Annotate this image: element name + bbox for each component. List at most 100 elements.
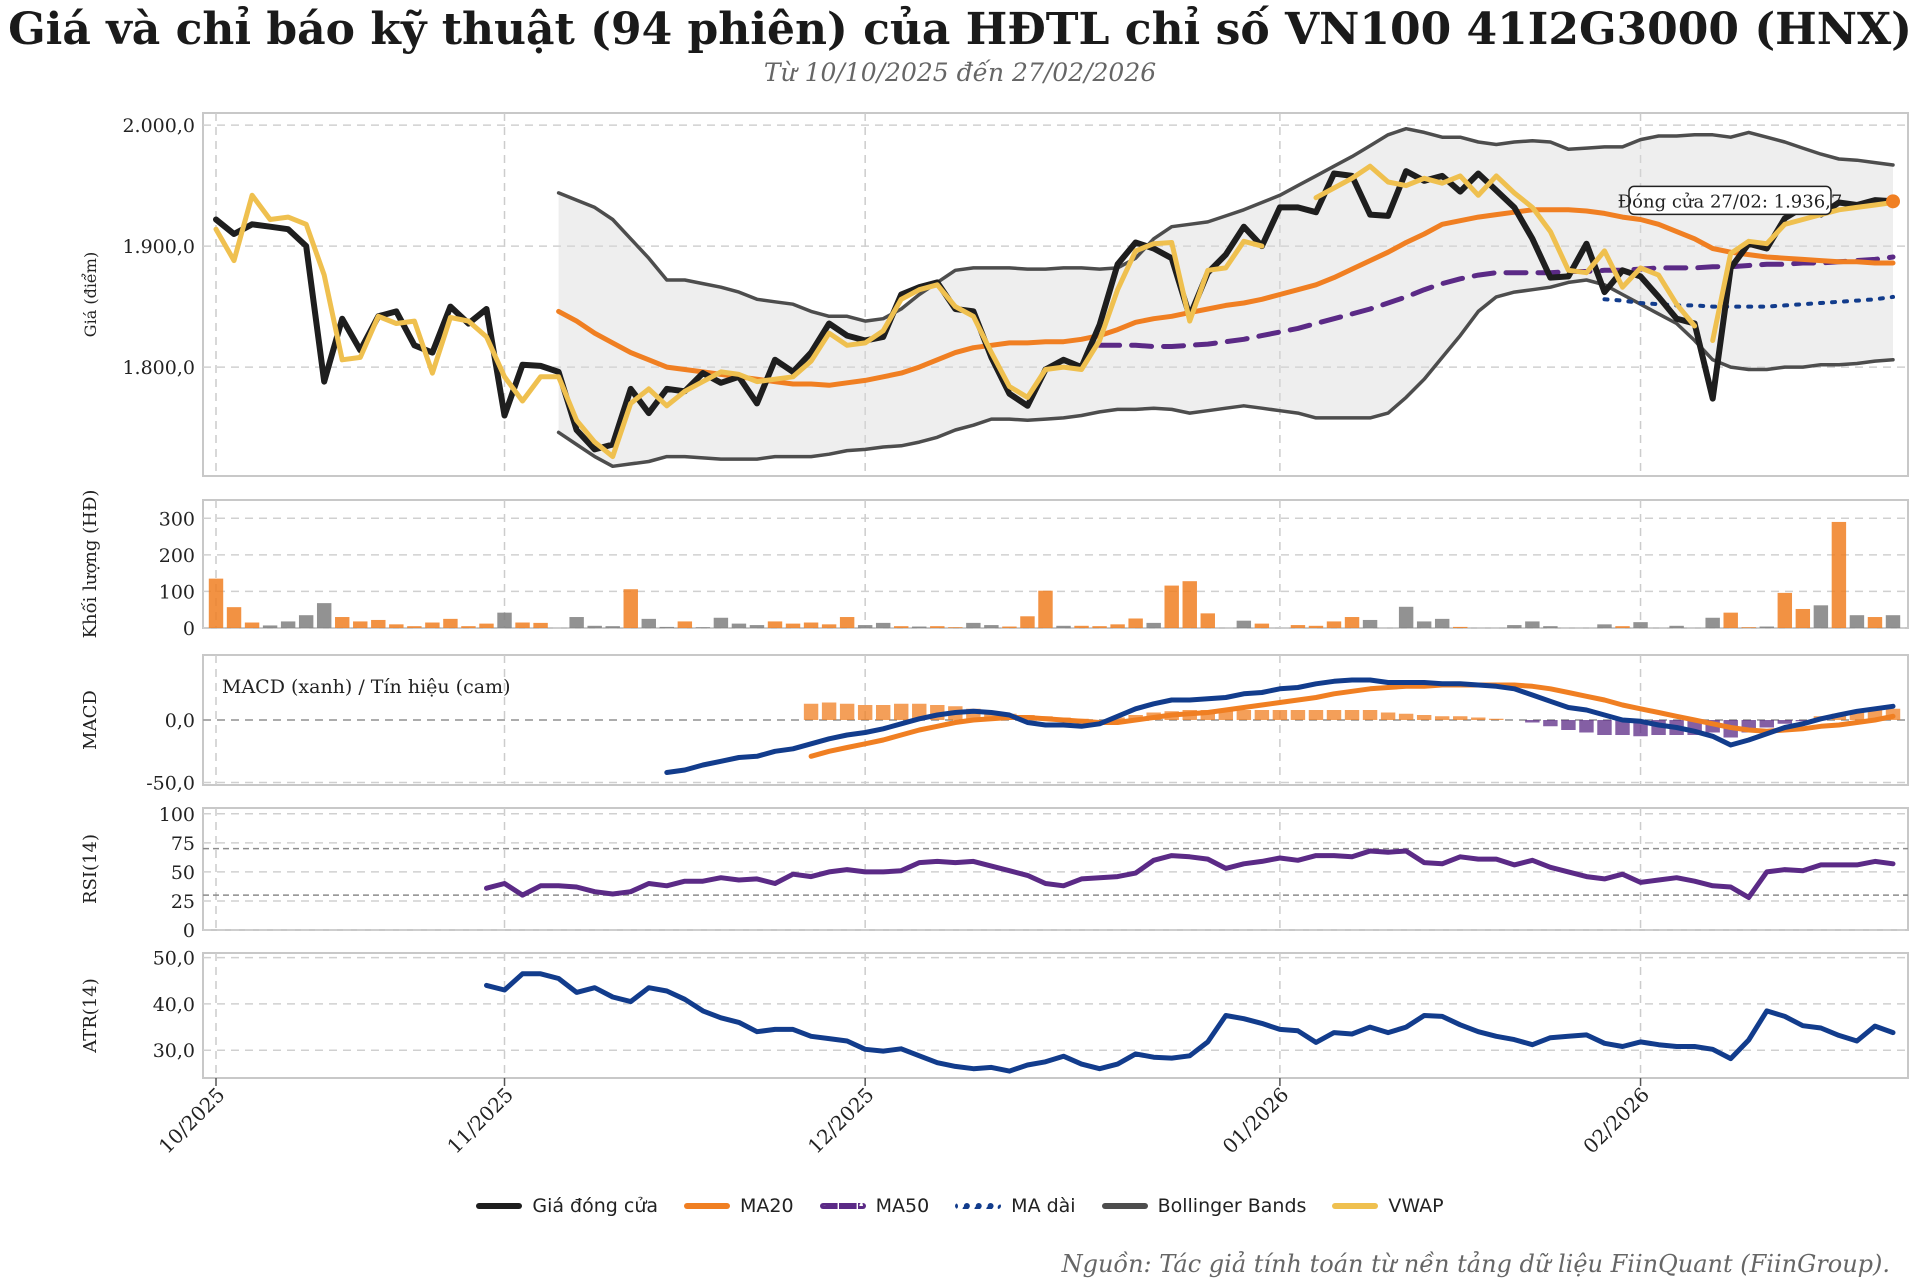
volume-bar bbox=[1200, 613, 1215, 628]
volume-bar bbox=[208, 578, 224, 628]
volume-bar bbox=[695, 627, 711, 628]
volume-bar bbox=[948, 627, 963, 628]
macd-histogram-bar bbox=[1272, 710, 1288, 720]
volume-bar bbox=[1236, 620, 1252, 628]
price-panel: 1.800,0 1.900,0 2.000,0 Giá (điểm) Đóng cửa … bbox=[81, 112, 1909, 477]
macd-histogram-bar bbox=[803, 703, 819, 720]
volume-bar bbox=[875, 622, 891, 628]
volume-bar bbox=[1813, 605, 1829, 628]
bollinger-upper-line bbox=[556, 126, 1895, 323]
volume-bar bbox=[1002, 626, 1017, 628]
macd-histogram-bar bbox=[1362, 710, 1378, 720]
legend-swatch bbox=[476, 1203, 523, 1209]
ma20-line bbox=[556, 207, 1896, 388]
volume-bar bbox=[1056, 625, 1071, 628]
volume-bar bbox=[1615, 626, 1630, 628]
volume-bar bbox=[857, 625, 873, 628]
legend: Giá đóng cửa MA20 MA50 MA dài Bollinger Band… bbox=[0, 1195, 1920, 1217]
macd-histogram-bar bbox=[1218, 710, 1234, 720]
macd-y-tick-label: 0,0 bbox=[165, 710, 195, 732]
legend-label: VWAP bbox=[1388, 1195, 1444, 1217]
volume-bar bbox=[1525, 621, 1540, 628]
macd-histogram-bar bbox=[857, 705, 873, 720]
annotation-text: Đóng cửa 27/02: 1.936,7 bbox=[1618, 191, 1843, 212]
macd-histogram-bar bbox=[1236, 710, 1252, 720]
volume-bar bbox=[533, 622, 548, 628]
volume-bar bbox=[912, 626, 927, 628]
volume-bar bbox=[1128, 618, 1143, 628]
legend-item: Bollinger Bands bbox=[1101, 1195, 1306, 1217]
macd-y-tick-label: -50,0 bbox=[146, 773, 195, 795]
vwap-line bbox=[213, 192, 1265, 460]
volume-bar bbox=[749, 625, 765, 628]
volume-bar bbox=[1344, 617, 1360, 628]
macd-histogram-bar bbox=[839, 703, 855, 720]
ma50-line bbox=[1097, 254, 1896, 349]
volume-bar bbox=[515, 622, 530, 628]
rsi-y-tick-label: 75 bbox=[171, 833, 195, 855]
volume-bar bbox=[767, 621, 783, 628]
volume-bar bbox=[1074, 625, 1089, 628]
rsi-panel: 0 25 50 75 100 RSI(14) bbox=[80, 804, 1909, 942]
legend-item: MA dài bbox=[955, 1195, 1076, 1217]
macd-histogram-bar bbox=[1326, 710, 1342, 720]
volume-bar bbox=[1867, 617, 1883, 628]
volume-bar bbox=[389, 624, 404, 628]
volume-bar bbox=[1507, 625, 1522, 628]
price-y-axis-label: Giá (điểm) bbox=[81, 252, 100, 337]
volume-panel: 0 100 200 300 Khối lượng (HĐ) bbox=[80, 490, 1909, 640]
macd-histogram-bar bbox=[894, 703, 909, 720]
macd-histogram-bar bbox=[1254, 710, 1270, 720]
source-note: Nguồn: Tác giả tính toán từ nền tảng dữ … bbox=[1061, 1250, 1890, 1278]
vwap-line bbox=[1710, 200, 1896, 343]
macd-line bbox=[664, 677, 1896, 775]
volume-bar bbox=[1182, 581, 1197, 628]
volume-bar bbox=[1777, 592, 1793, 628]
volume-bar bbox=[335, 617, 350, 628]
volume-bar bbox=[1254, 623, 1270, 628]
volume-bar bbox=[821, 624, 837, 628]
legend-swatch bbox=[955, 1203, 1002, 1209]
legend-label: MA dài bbox=[1011, 1195, 1076, 1217]
macd-histogram-bar bbox=[1398, 713, 1414, 720]
volume-bar bbox=[659, 626, 675, 628]
atr-y-tick-label: 30,0 bbox=[153, 1040, 195, 1062]
volume-y-tick-label: 100 bbox=[159, 581, 195, 603]
macd-histogram-bar bbox=[1579, 720, 1594, 733]
volume-bar bbox=[1146, 622, 1161, 628]
legend-item: MA50 bbox=[819, 1195, 929, 1217]
ma-long-line bbox=[1602, 294, 1895, 309]
legend-swatch bbox=[1101, 1203, 1148, 1209]
volume-bar bbox=[461, 626, 476, 628]
macd-histogram-bar bbox=[1290, 710, 1306, 720]
chart-title: Giá và chỉ báo kỹ thuật (94 phiên) của H… bbox=[8, 4, 1912, 55]
rsi-line bbox=[484, 848, 1896, 900]
volume-bar bbox=[966, 622, 981, 628]
legend-item: Giá đóng cửa bbox=[476, 1195, 658, 1217]
volume-bar bbox=[1092, 626, 1107, 628]
volume-bar bbox=[677, 621, 693, 628]
x-tick-label: 01/2026 bbox=[1218, 1083, 1294, 1159]
atr-panel: 30,0 40,0 50,0 ATR(14) bbox=[80, 948, 1909, 1079]
volume-bar bbox=[1633, 622, 1648, 628]
macd-histogram-bar bbox=[1525, 720, 1540, 723]
volume-bar bbox=[1795, 608, 1811, 628]
atr-y-axis-label: ATR(14) bbox=[80, 978, 101, 1054]
volume-bar bbox=[1164, 585, 1179, 628]
volume-bar bbox=[371, 619, 386, 628]
price-y-tick-label: 1.800,0 bbox=[122, 357, 195, 379]
x-tick-label: 11/2025 bbox=[442, 1083, 518, 1159]
volume-bar bbox=[262, 625, 278, 628]
volume-bar bbox=[1705, 617, 1720, 628]
legend-swatch bbox=[684, 1203, 731, 1209]
volume-bar bbox=[353, 621, 368, 628]
volume-bar bbox=[1741, 627, 1756, 628]
macd-histogram-bar bbox=[1543, 720, 1558, 727]
macd-histogram-bar bbox=[1777, 720, 1793, 724]
volume-bar bbox=[226, 607, 242, 628]
volume-frame bbox=[202, 499, 1909, 629]
rsi-y-tick-label: 100 bbox=[159, 804, 195, 826]
legend-item: VWAP bbox=[1332, 1195, 1444, 1217]
